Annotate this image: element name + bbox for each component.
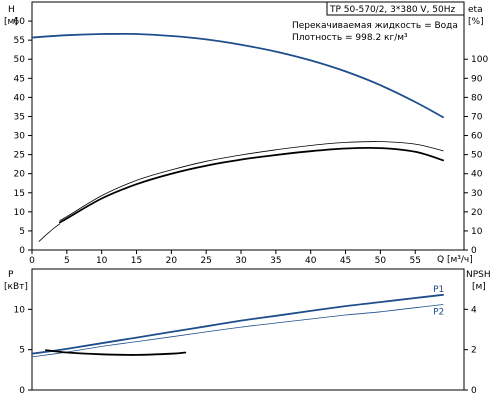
lower-plot-frame [31,268,465,391]
right-tick-label: 90 [471,74,483,84]
right-tick-label: 0 [471,246,477,256]
lower-left-axis-unit: [кВт] [4,282,28,292]
right-tick-label: 0 [471,386,477,396]
left-tick-label: 35 [14,112,25,122]
right-tick-label: 2 [471,346,477,356]
series-line-0-2 [59,146,444,224]
series-line-0-3 [38,223,61,242]
liquid-info: Перекачиваемая жидкость = Вода [292,21,458,31]
right-tick-label: 100 [471,55,488,65]
x-tick-label: 55 [409,256,420,266]
right-tick-label: 60 [471,132,483,142]
left-tick-label: 40 [14,93,26,103]
upper-plot-frame [31,1,465,251]
density-info: Плотность = 998.2 кг/м³ [292,33,408,43]
left-tick-label: 0 [19,386,25,396]
x-tick-label: 20 [166,256,178,266]
right-tick-label: 40 [471,170,483,180]
title-box [326,1,465,16]
ticks-layer: 0510152025303540455055600102030405060708… [14,17,489,396]
left-tick-label: 0 [19,246,25,256]
series-label-p1: P1 [433,285,444,295]
left-tick-label: 20 [14,170,26,180]
upper-right-axis-unit: [%] [468,17,484,27]
left-tick-label: 10 [14,305,26,315]
left-tick-label: 25 [14,151,25,161]
x-tick-label: 40 [305,256,317,266]
right-tick-label: 10 [471,227,483,237]
upper-right-axis-label: eta [468,5,483,15]
series-line-0-1 [59,141,444,221]
series-label-p2: P2 [433,307,444,317]
lower-right-axis-unit: [м] [472,282,486,292]
x-tick-label: 35 [270,256,281,266]
p1-series-line-1-0 [31,293,444,355]
right-tick-label: 50 [471,151,483,161]
left-tick-label: 55 [14,36,25,46]
series-line-1-2 [45,349,187,356]
series-layer: P1 P2 [31,32,444,358]
upper-left-axis-unit: [м] [4,17,18,27]
left-tick-label: 10 [14,208,26,218]
left-tick-label: 45 [14,74,25,84]
x-tick-label: 30 [235,256,247,266]
x-tick-label: 45 [340,256,351,266]
x-tick-label: 5 [64,256,70,266]
upper-left-axis-label: H [8,5,15,15]
x-axis-label: Q [м³/ч] [437,255,473,265]
right-tick-label: 30 [471,189,483,199]
chart-title: TP 50-570/2, 3*380 V, 50Hz [329,5,456,15]
left-tick-label: 30 [14,132,26,142]
x-tick-label: 15 [131,256,142,266]
right-tick-label: 4 [471,305,477,315]
series-line-0-0 [31,32,444,119]
x-tick-label: 25 [200,256,211,266]
right-tick-label: 70 [471,112,483,122]
lower-left-axis-label: P [8,270,14,280]
left-tick-label: 15 [14,189,25,199]
left-tick-label: 60 [14,17,26,27]
p2-series-line-1-1 [31,304,444,358]
right-tick-label: 20 [471,208,483,218]
x-tick-label: 50 [375,256,387,266]
left-tick-label: 5 [19,227,25,237]
lower-right-axis-label: NPSH [466,270,491,280]
x-tick-label: 10 [96,256,108,266]
x-tick-label: 0 [29,256,35,266]
left-tick-label: 5 [19,346,25,356]
right-tick-label: 80 [471,93,483,103]
left-tick-label: 50 [14,55,26,65]
